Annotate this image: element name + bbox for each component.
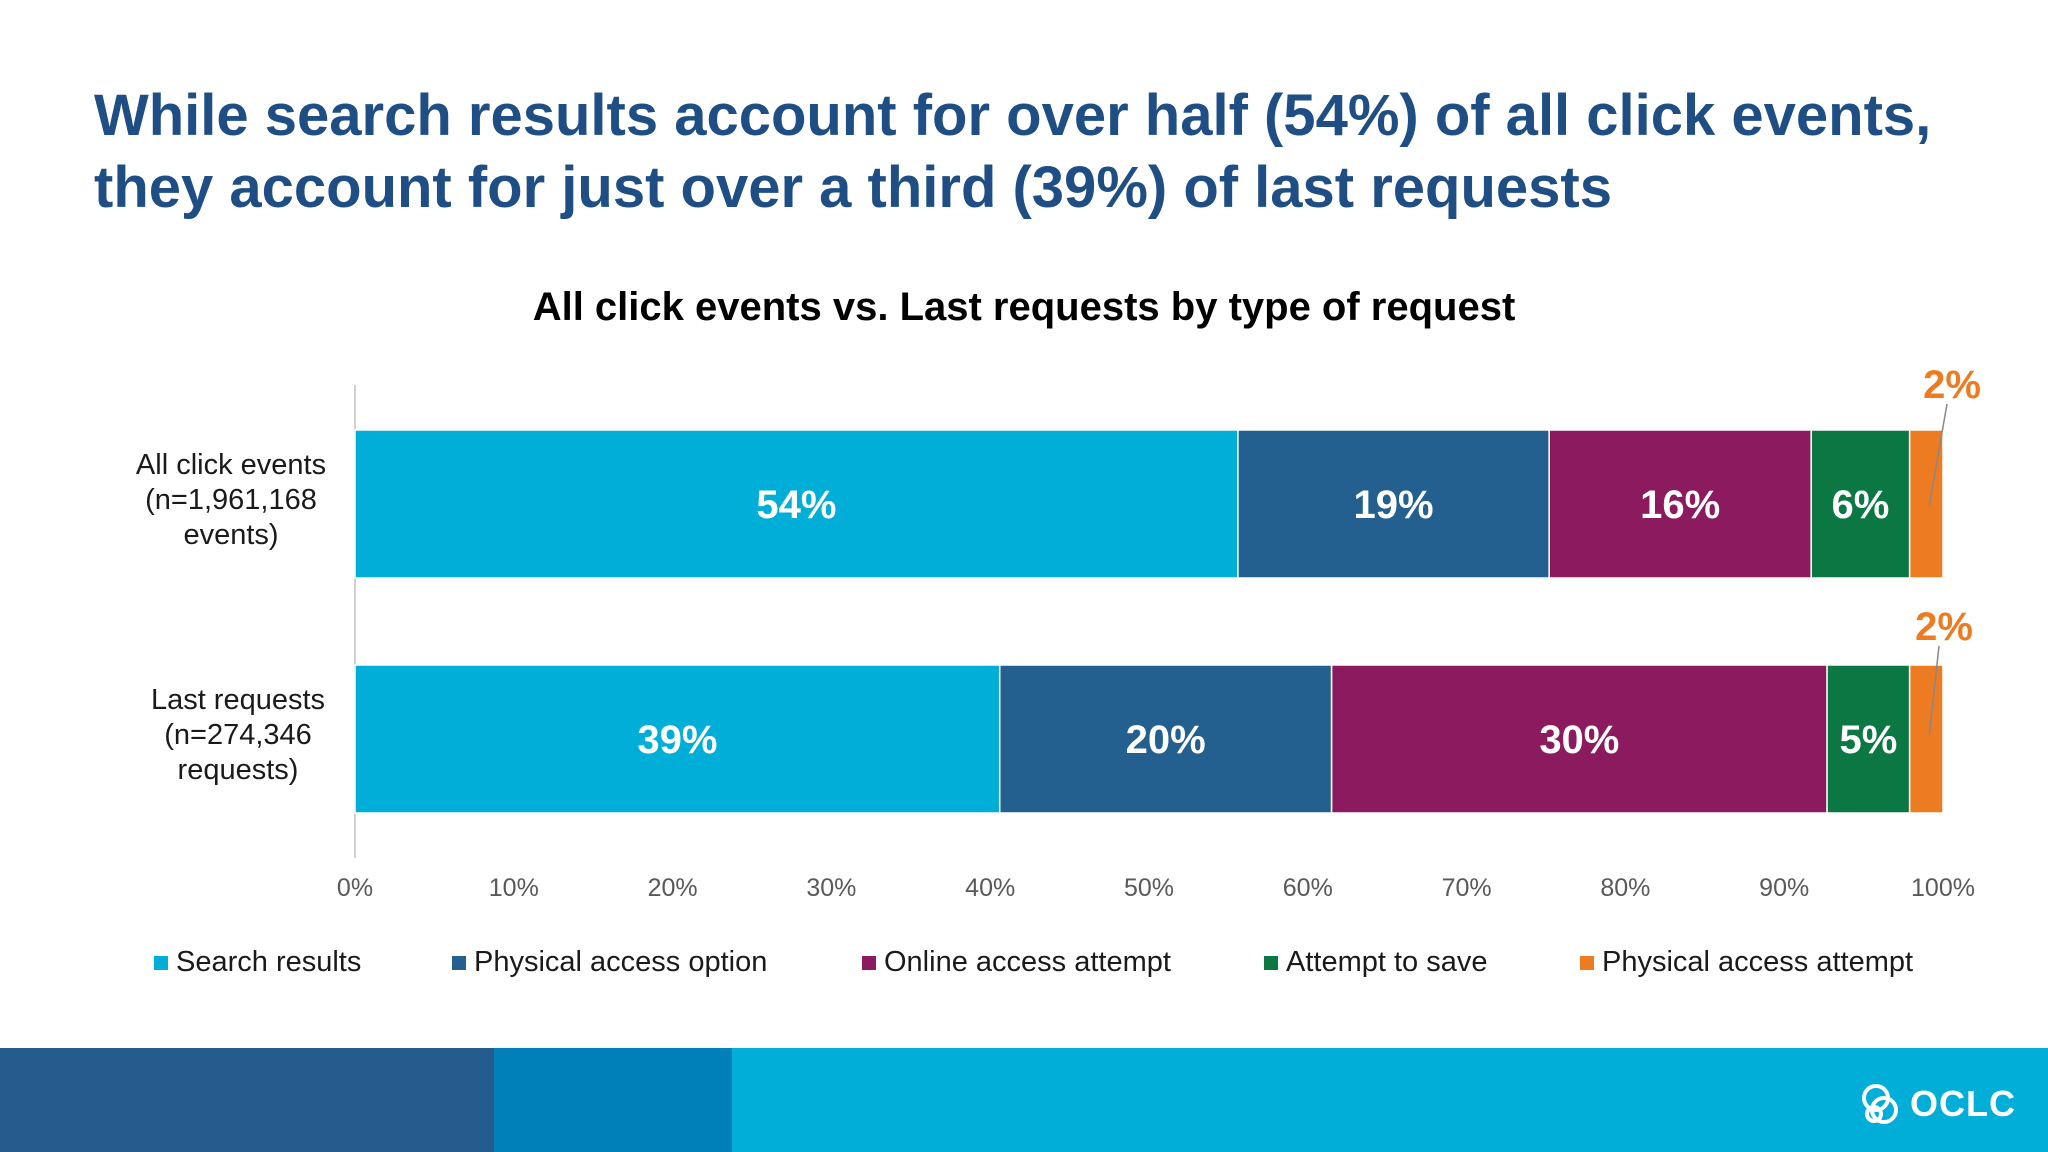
x-tick-label: 20% bbox=[648, 874, 698, 902]
data-label: 39% bbox=[637, 718, 717, 762]
data-label: 30% bbox=[1539, 718, 1619, 762]
bar-segment bbox=[354, 429, 1239, 579]
x-tick-label: 80% bbox=[1600, 874, 1650, 902]
legend-swatch bbox=[452, 955, 466, 970]
footer-band-dark bbox=[0, 1048, 494, 1152]
x-tick-label: 70% bbox=[1442, 874, 1492, 902]
data-label: 2% bbox=[1915, 605, 1973, 649]
legend-swatch bbox=[862, 955, 876, 970]
x-tick-label: 40% bbox=[965, 874, 1015, 902]
x-tick-label: 90% bbox=[1759, 874, 1809, 902]
data-label: 54% bbox=[756, 483, 836, 527]
footer-bar bbox=[0, 1048, 2048, 1152]
bar-segment bbox=[354, 664, 1001, 814]
bar-segment bbox=[1908, 664, 1944, 814]
legend-swatch bbox=[154, 955, 168, 970]
footer-band-mid bbox=[494, 1048, 732, 1152]
legend-label: Online access attempt bbox=[884, 946, 1171, 978]
legend-swatch bbox=[1264, 955, 1278, 970]
bar-segment bbox=[1810, 429, 1911, 579]
legend-swatch bbox=[1580, 955, 1594, 970]
data-label: 20% bbox=[1126, 718, 1206, 762]
data-label: 6% bbox=[1832, 483, 1890, 527]
legend-label: Search results bbox=[176, 946, 362, 978]
legend-item: Online access attempt bbox=[862, 946, 1171, 979]
legend-label: Physical access attempt bbox=[1602, 946, 1914, 978]
oclc-logo: OCLC bbox=[1856, 1080, 2016, 1128]
x-tick-label: 0% bbox=[337, 874, 373, 902]
bar-segment bbox=[998, 664, 1333, 814]
stacked-bar-chart: All click events (n=1,961,168 events) Last … bbox=[136, 363, 1981, 902]
legend-item: Attempt to save bbox=[1264, 946, 1488, 979]
legend-label: Physical access option bbox=[474, 946, 768, 978]
slide-headline: While search results account for over ha… bbox=[94, 83, 1932, 220]
legend-item: Search results bbox=[154, 946, 361, 979]
oclc-logo-icon bbox=[1862, 1084, 1898, 1124]
legend-label: Attempt to save bbox=[1286, 946, 1488, 978]
data-label: 5% bbox=[1839, 718, 1897, 762]
category-label: Last requests (n=274,346 requests) bbox=[151, 684, 325, 786]
oclc-logo-text: OCLC bbox=[1910, 1083, 2016, 1124]
x-tick-label: 30% bbox=[806, 874, 856, 902]
data-label: 2% bbox=[1923, 363, 1981, 407]
callout-leader-line bbox=[1928, 645, 1940, 736]
x-tick-label: 10% bbox=[489, 874, 539, 902]
legend-item: Physical access option bbox=[452, 946, 767, 979]
callout-leader-line bbox=[1928, 403, 1948, 506]
bar-segment bbox=[1237, 429, 1550, 579]
chart-legend: Search results Physical access option Onli… bbox=[154, 946, 1954, 986]
bar-segment bbox=[1548, 429, 1812, 579]
category-label: All click events (n=1,961,168 events) bbox=[136, 449, 326, 551]
chart-title: All click events vs. Last requests by ty… bbox=[532, 285, 1516, 329]
footer-band-light bbox=[732, 1048, 2048, 1152]
data-label: 19% bbox=[1354, 483, 1434, 527]
bar-segment bbox=[1826, 664, 1911, 814]
legend-item: Physical access attempt bbox=[1580, 946, 1913, 979]
x-tick-label: 100% bbox=[1911, 874, 1975, 902]
data-label: 16% bbox=[1640, 483, 1720, 527]
x-tick-label: 50% bbox=[1124, 874, 1174, 902]
x-tick-label: 60% bbox=[1283, 874, 1333, 902]
